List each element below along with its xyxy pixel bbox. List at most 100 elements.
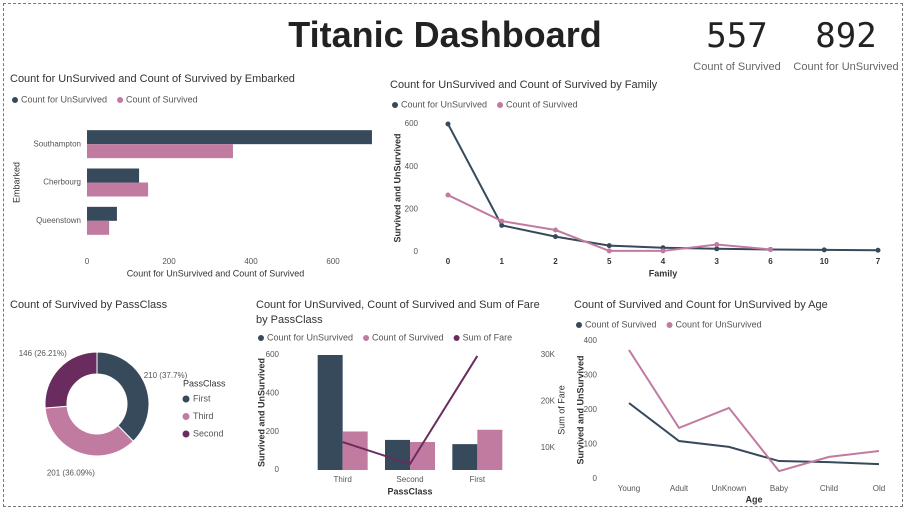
bar (342, 431, 368, 470)
point (714, 242, 720, 248)
y-axis-label: Survived and UnSurvived (392, 133, 402, 242)
bar (87, 130, 372, 145)
x-tick-label: 600 (326, 257, 340, 266)
x-tick-label: Third (334, 475, 352, 484)
chart-title: Count of Survived and Count for UnSurviv… (574, 299, 828, 311)
x-tick-label: 400 (244, 257, 258, 266)
y-tick-label: 600 (405, 119, 419, 128)
y-tick-label: 0 (414, 247, 419, 256)
point (606, 248, 612, 254)
legend-label: Sum of Fare (463, 332, 513, 342)
x-tick-label: 1 (500, 257, 505, 266)
x-tick-label: Baby (770, 484, 788, 493)
series-line (628, 349, 880, 473)
legend-label: Count for UnSurvived (21, 94, 107, 104)
x-tick-label: Young (618, 484, 640, 493)
point (660, 248, 666, 254)
bar (452, 444, 478, 470)
point (821, 247, 827, 253)
point (606, 243, 612, 249)
point (499, 218, 505, 224)
y-tick-label: 400 (405, 162, 419, 171)
y2-tick-label: 30K (541, 350, 556, 359)
y-axis-label: Survived and UnSurvived (256, 358, 266, 467)
legend-label: First (193, 393, 211, 403)
bar (385, 439, 410, 470)
x-tick-label: First (470, 475, 486, 484)
x-axis-label: Family (649, 268, 678, 278)
point (499, 222, 505, 228)
y2-tick-label: 20K (541, 397, 556, 406)
x-tick-label: 5 (607, 257, 612, 266)
y-tick-label: 400 (266, 388, 280, 397)
y-tick-label: 200 (266, 427, 280, 436)
bar (477, 429, 503, 470)
legend-label: Third (193, 411, 214, 421)
legend-marker (363, 335, 370, 341)
y-tick-label: 100 (584, 440, 598, 449)
x-tick-label: 0 (446, 257, 451, 266)
x-tick-label: UnKnown (712, 484, 747, 493)
series-line (628, 402, 880, 466)
x-axis-label: PassClass (387, 486, 432, 496)
legend-marker (182, 430, 190, 438)
point (553, 234, 558, 240)
frame (3, 3, 903, 507)
series-line (447, 123, 879, 252)
legend-title: PassClass (183, 378, 226, 388)
x-tick-label: 10 (820, 257, 829, 266)
x-tick-label: 4 (661, 257, 666, 266)
legend-label: Count of Survived (372, 332, 444, 342)
legend-marker (182, 395, 190, 403)
legend-marker (453, 335, 460, 341)
bar (87, 206, 117, 221)
x-tick-label: Adult (670, 484, 689, 493)
bar (87, 182, 149, 197)
series-line (447, 194, 771, 252)
legend-marker (666, 322, 673, 328)
point (768, 246, 773, 252)
legend-label: Second (193, 428, 224, 438)
x-tick-label: Child (820, 484, 838, 493)
y-tick-label: 200 (405, 204, 419, 213)
dashboard-title: Titanic Dashboard (288, 14, 602, 55)
y-tick-label: 0 (275, 465, 280, 474)
slice (44, 351, 98, 409)
y-tick-label: 0 (593, 474, 598, 483)
bar (87, 144, 233, 159)
legend-marker (182, 413, 190, 420)
chart-title: Count for UnSurvived and Count of Surviv… (390, 79, 658, 91)
y-tick-label: 400 (584, 336, 598, 345)
x-tick-label: 7 (876, 257, 881, 266)
slice (44, 405, 135, 457)
chart-title: Count for UnSurvived and Count of Surviv… (10, 73, 295, 85)
x-axis-label: Count for UnSurvived and Count of Surviv… (127, 268, 305, 278)
bar (317, 355, 343, 470)
point (875, 247, 881, 253)
legend-marker (258, 335, 264, 341)
x-axis-label: Age (745, 494, 762, 504)
legend-marker (576, 322, 582, 328)
y-tick-label: 200 (584, 405, 598, 414)
y-axis-label: Survived and UnSurvived (575, 355, 585, 464)
x-tick-label: 200 (162, 257, 176, 266)
point (445, 192, 451, 198)
point (714, 246, 720, 252)
bar (87, 220, 110, 235)
legend-label: Count for UnSurvived (267, 332, 353, 342)
x-tick-label: 0 (85, 257, 90, 266)
x-tick-label: Old (873, 484, 885, 493)
y-axis-label: Embarked (11, 162, 21, 203)
legend-label: Count of Survived (585, 319, 657, 329)
y2-tick-label: 10K (541, 443, 556, 452)
legend-marker (12, 97, 18, 103)
kpi-label: Count of Survived (693, 61, 781, 73)
legend-marker (392, 102, 398, 108)
kpi-value: 892 (815, 16, 877, 56)
y2-axis-label: Sum of Fare (556, 385, 566, 435)
x-tick-label: 3 (715, 257, 720, 266)
chart-title: Count for UnSurvived, Count of Survived … (256, 299, 540, 326)
legend-marker (497, 102, 504, 108)
legend-marker (117, 97, 124, 103)
